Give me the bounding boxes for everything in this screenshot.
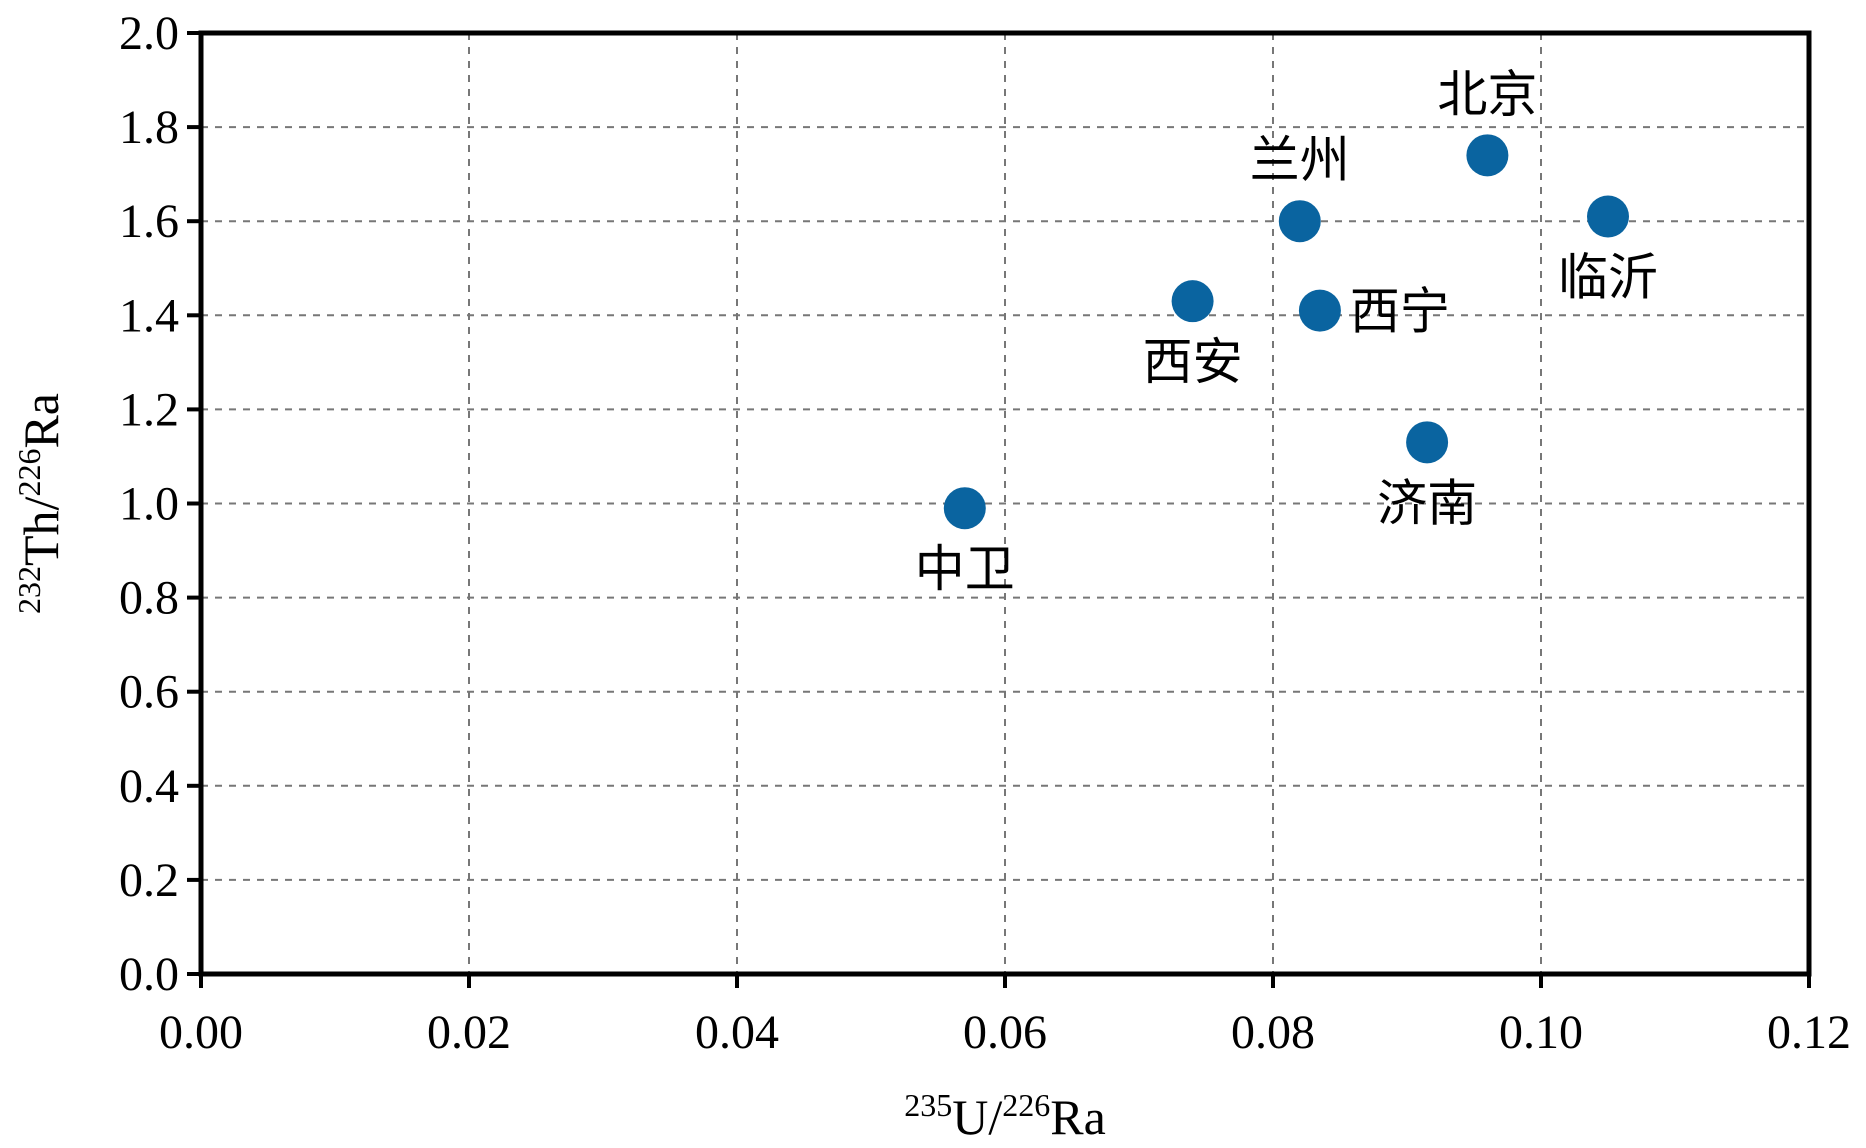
- y-axis-title-element-a: Th: [13, 510, 69, 566]
- y-tick-label: 0.6: [119, 666, 179, 719]
- y-axis-title-slash: /: [13, 496, 69, 510]
- x-axis-title-isotope-top: 235: [904, 1087, 952, 1123]
- data-points: [943, 134, 1629, 530]
- data-point: [943, 487, 986, 530]
- point-label: 临沂: [1558, 248, 1658, 306]
- y-axis-title-isotope-top: 232: [11, 566, 47, 614]
- x-axis-title-slash: /: [988, 1089, 1002, 1145]
- y-tick-label: 0.0: [119, 948, 179, 1001]
- x-tick-label: 0.08: [1231, 1006, 1315, 1059]
- y-tick-label: 1.4: [119, 289, 179, 342]
- x-tick-label: 0.12: [1767, 1006, 1851, 1059]
- point-label: 中卫: [915, 540, 1015, 598]
- data-point: [1406, 421, 1449, 464]
- data-point: [1171, 280, 1214, 323]
- axis-ticks: 0.00 0.02 0.04 0.06 0.08 0.10 0.12 0.0 0.2 0.4 0.6…: [119, 7, 1851, 1059]
- y-axis-title-element-b: Ra: [13, 393, 69, 449]
- x-axis-title-isotope-bottom: 226: [1002, 1087, 1050, 1123]
- y-tick-label: 0.8: [119, 572, 179, 625]
- x-axis-title-element-b: Ra: [1050, 1089, 1106, 1145]
- y-axis-title: 232Th/226Ra: [11, 393, 69, 614]
- x-tick-label: 0.04: [695, 1006, 779, 1059]
- y-tick-label: 2.0: [119, 7, 179, 60]
- x-axis-title: 235U/226Ra: [904, 1087, 1106, 1145]
- y-tick-label: 1.8: [119, 101, 179, 154]
- y-tick-label: 1.6: [119, 195, 179, 248]
- point-label: 西宁: [1350, 283, 1450, 341]
- x-tick-label: 0.06: [963, 1006, 1047, 1059]
- point-label: 西安: [1143, 333, 1243, 391]
- y-axis-title-isotope-bottom: 226: [11, 449, 47, 497]
- y-tick-label: 1.2: [119, 383, 179, 436]
- grid-lines: [201, 33, 1809, 974]
- y-tick-label: 0.4: [119, 760, 179, 813]
- data-point: [1298, 289, 1341, 332]
- y-tick-label: 0.2: [119, 854, 179, 907]
- x-tick-label: 0.00: [159, 1006, 243, 1059]
- x-axis-title-element-a: U: [952, 1089, 988, 1145]
- data-point: [1587, 195, 1629, 238]
- point-label: 兰州: [1250, 131, 1350, 189]
- point-label: 济南: [1377, 474, 1477, 532]
- x-tick-label: 0.10: [1499, 1006, 1583, 1059]
- y-tick-label: 1.0: [119, 478, 179, 531]
- point-label: 北京: [1437, 65, 1537, 123]
- x-tick-label: 0.02: [427, 1006, 511, 1059]
- data-point: [1466, 134, 1509, 177]
- data-point: [1278, 200, 1321, 243]
